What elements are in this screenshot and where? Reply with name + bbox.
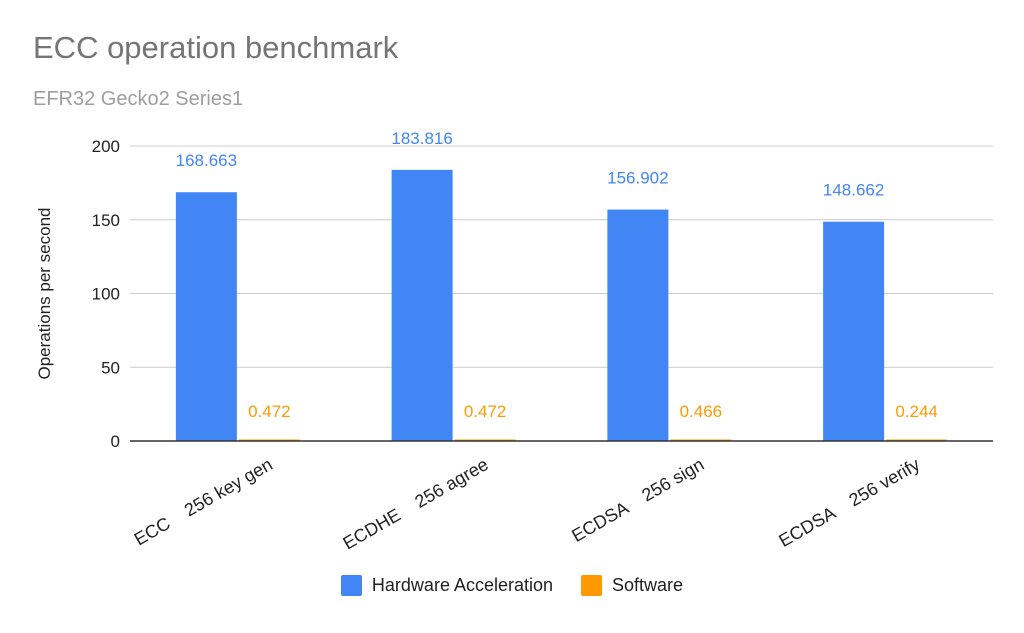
bar-hardware xyxy=(391,169,453,441)
chart-legend: Hardware Acceleration Software xyxy=(0,575,1024,596)
data-label-hardware: 168.663 xyxy=(176,151,237,170)
legend-label-software: Software xyxy=(612,575,684,595)
x-tick-label: ECDHE 256 agree xyxy=(340,454,492,553)
chart-title: ECC operation benchmark xyxy=(33,30,399,65)
data-label-hardware: 183.816 xyxy=(391,129,452,148)
legend-swatch-software xyxy=(581,575,603,596)
legend-swatch-hardware xyxy=(340,575,362,596)
y-tick-label: 200 xyxy=(92,137,120,156)
x-tick-label: ECC 256 key gen xyxy=(131,454,276,549)
data-label-hardware: 156.902 xyxy=(607,169,668,188)
data-label-software: 0.244 xyxy=(895,402,938,421)
y-axis-title: Operations per second xyxy=(35,208,54,380)
data-label-software: 0.466 xyxy=(680,402,723,421)
data-label-software: 0.472 xyxy=(248,402,291,421)
legend-item-software: Software xyxy=(581,575,683,596)
y-tick-label: 50 xyxy=(101,358,120,377)
y-tick-label: 0 xyxy=(111,432,120,451)
y-tick-label: 100 xyxy=(92,285,120,304)
bar-hardware xyxy=(607,209,669,441)
legend-item-hardware: Hardware Acceleration xyxy=(340,575,554,596)
y-tick-label: 150 xyxy=(92,211,120,230)
bar-hardware xyxy=(175,192,237,441)
x-tick-label: ECDSA 256 sign xyxy=(568,454,707,546)
legend-label-hardware: Hardware Acceleration xyxy=(371,575,554,595)
x-tick-label: ECDSA 256 verify xyxy=(775,454,923,551)
data-label-hardware: 148.662 xyxy=(823,181,884,200)
data-label-software: 0.472 xyxy=(464,402,507,421)
chart-subtitle: EFR32 Gecko2 Series1 xyxy=(33,88,244,110)
bar-hardware xyxy=(823,221,885,441)
